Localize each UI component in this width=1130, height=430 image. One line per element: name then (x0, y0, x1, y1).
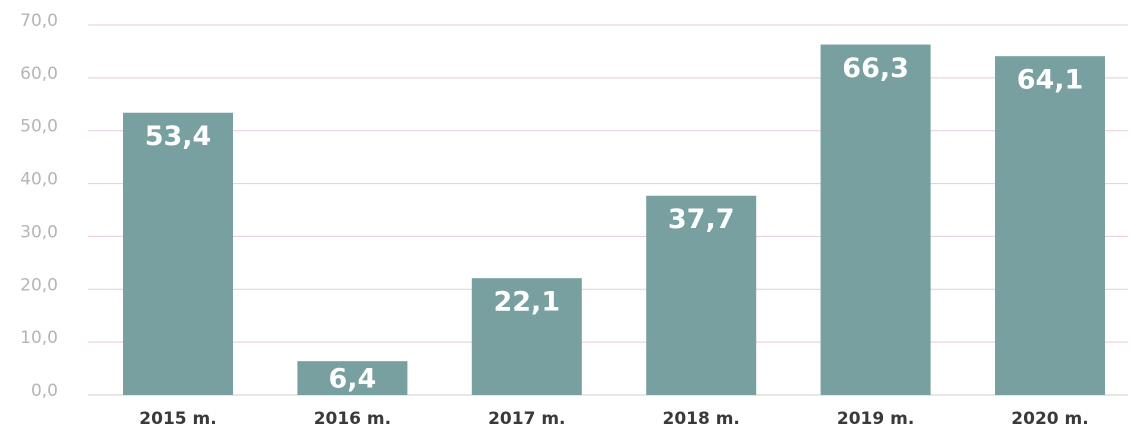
x-tick-label: 2015 m. (139, 409, 216, 429)
x-tick-label: 2018 m. (662, 409, 739, 429)
x-tick-label: 2020 m. (1011, 409, 1088, 429)
y-tick-label: 10,0 (20, 328, 58, 348)
y-tick-label: 60,0 (20, 64, 58, 84)
y-tick-label: 20,0 (20, 275, 58, 295)
bar (646, 195, 757, 395)
bar (297, 361, 408, 395)
bar (995, 56, 1105, 395)
x-tick-label: 2019 m. (837, 409, 914, 429)
bar (471, 278, 582, 395)
value-label: 66,3 (842, 53, 909, 84)
value-label: 22,1 (493, 287, 560, 318)
x-tick-label: 2016 m. (314, 409, 391, 429)
y-tick-label: 50,0 (20, 117, 58, 137)
bar (820, 44, 931, 396)
value-label: 64,1 (1017, 65, 1084, 96)
value-label: 37,7 (668, 204, 735, 235)
y-tick-label: 0,0 (31, 381, 58, 401)
value-label: 6,4 (328, 364, 376, 395)
value-label: 53,4 (145, 121, 212, 152)
y-tick-label: 40,0 (20, 170, 58, 190)
y-tick-label: 30,0 (20, 222, 58, 242)
bar (123, 112, 233, 395)
y-tick-label: 70,0 (20, 11, 58, 31)
x-tick-label: 2017 m. (488, 409, 565, 429)
